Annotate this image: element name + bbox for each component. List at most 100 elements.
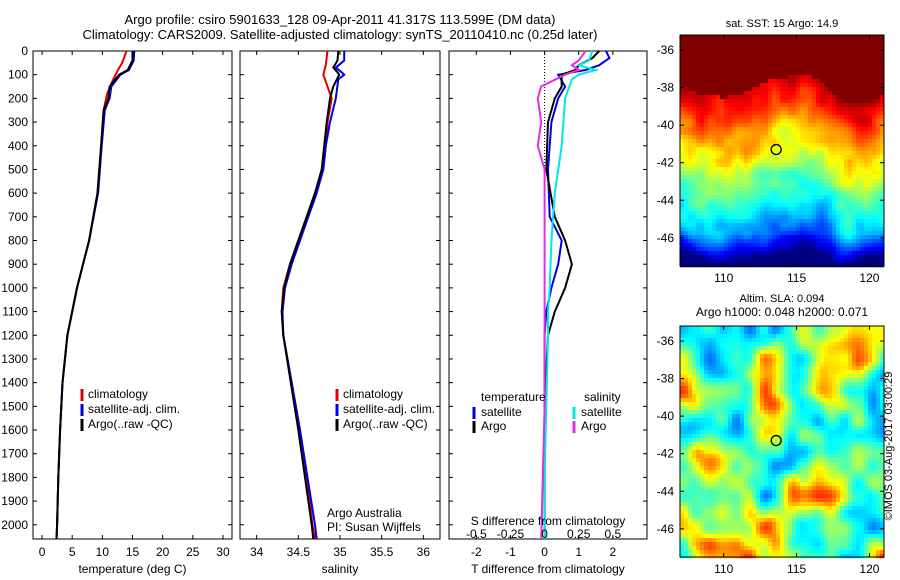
map-cell bbox=[840, 382, 845, 387]
map-cell bbox=[832, 167, 837, 172]
map-cell bbox=[744, 203, 749, 208]
map-cell bbox=[868, 366, 873, 371]
map-cell bbox=[848, 87, 853, 92]
map-cell bbox=[816, 91, 821, 96]
map-cell bbox=[696, 83, 701, 88]
map-cell bbox=[836, 450, 841, 455]
map-cell bbox=[776, 35, 781, 40]
map-cell bbox=[864, 255, 869, 260]
map-cell bbox=[732, 346, 737, 351]
map-cell bbox=[728, 139, 733, 144]
map-cell bbox=[832, 410, 837, 415]
map-cell bbox=[872, 243, 877, 248]
map-cell bbox=[784, 422, 789, 427]
map-cell bbox=[708, 334, 713, 339]
map-cell bbox=[828, 426, 833, 431]
map-cell bbox=[776, 223, 781, 228]
map-cell bbox=[808, 350, 813, 355]
map-cell bbox=[860, 95, 865, 100]
map-cell bbox=[844, 231, 849, 236]
map-cell bbox=[708, 410, 713, 415]
map-cell bbox=[804, 370, 809, 375]
map-cell bbox=[828, 374, 833, 379]
map-cell bbox=[700, 183, 705, 188]
map-cell bbox=[840, 338, 845, 343]
map-cell bbox=[864, 51, 869, 56]
map-cell bbox=[756, 155, 761, 160]
map-cell bbox=[868, 203, 873, 208]
map-cell bbox=[784, 191, 789, 196]
map-cell bbox=[736, 191, 741, 196]
map-cell bbox=[852, 342, 857, 347]
map-cell bbox=[796, 255, 801, 260]
map-cell bbox=[684, 163, 689, 168]
map-cell bbox=[876, 243, 881, 248]
map-cell bbox=[752, 119, 757, 124]
map-cell bbox=[736, 111, 741, 116]
map-cell bbox=[708, 199, 713, 204]
map-cell bbox=[828, 175, 833, 180]
map-cell bbox=[804, 362, 809, 367]
map-cell bbox=[800, 338, 805, 343]
map-cell bbox=[764, 123, 769, 128]
map-cell bbox=[828, 163, 833, 168]
map-cell bbox=[880, 163, 885, 168]
map-cell bbox=[832, 390, 837, 395]
map-cell bbox=[836, 171, 841, 176]
map-cell bbox=[768, 155, 773, 160]
map-cell bbox=[688, 175, 693, 180]
map-cell bbox=[840, 235, 845, 240]
map-cell bbox=[728, 219, 733, 224]
map-cell bbox=[824, 67, 829, 72]
map-cell bbox=[812, 95, 817, 100]
map-cell bbox=[700, 442, 705, 447]
map-cell bbox=[696, 458, 701, 463]
map-cell bbox=[864, 402, 869, 407]
map-cell bbox=[808, 346, 813, 351]
map-cell bbox=[696, 179, 701, 184]
map-cell bbox=[680, 151, 685, 156]
map-cell bbox=[820, 378, 825, 383]
map-cell bbox=[688, 438, 693, 443]
map-cell bbox=[720, 215, 725, 220]
map-cell bbox=[728, 386, 733, 391]
map-cell bbox=[836, 95, 841, 100]
map-cell bbox=[792, 418, 797, 423]
map-cell bbox=[780, 63, 785, 68]
map-cell bbox=[712, 462, 717, 467]
map-cell bbox=[808, 402, 813, 407]
map-cell bbox=[716, 350, 721, 355]
map-cell bbox=[816, 251, 821, 256]
map-cell bbox=[840, 159, 845, 164]
map-cell bbox=[684, 135, 689, 140]
map-cell bbox=[680, 402, 685, 407]
map-cell bbox=[764, 370, 769, 375]
map-cell bbox=[788, 426, 793, 431]
map-cell bbox=[760, 95, 765, 100]
map-cell bbox=[704, 330, 709, 335]
map-cell bbox=[780, 227, 785, 232]
map-cell bbox=[876, 382, 881, 387]
map-cell bbox=[832, 231, 837, 236]
map-cell bbox=[744, 410, 749, 415]
map-cell bbox=[788, 247, 793, 252]
map-cell bbox=[832, 458, 837, 463]
map-cell bbox=[816, 338, 821, 343]
map-cell bbox=[740, 203, 745, 208]
map-cell bbox=[712, 167, 717, 172]
map-cell bbox=[728, 263, 733, 268]
map-cell bbox=[720, 107, 725, 112]
map-cell bbox=[876, 398, 881, 403]
map-cell bbox=[684, 374, 689, 379]
map-cell bbox=[764, 354, 769, 359]
map-cell bbox=[732, 394, 737, 399]
map-cell bbox=[836, 227, 841, 232]
map-cell bbox=[792, 235, 797, 240]
map-cell bbox=[856, 83, 861, 88]
map-cell bbox=[760, 430, 765, 435]
map-cell bbox=[820, 151, 825, 156]
map-cell bbox=[712, 39, 717, 44]
map-cell bbox=[832, 147, 837, 152]
map-cell bbox=[796, 231, 801, 236]
map-cell bbox=[700, 135, 705, 140]
